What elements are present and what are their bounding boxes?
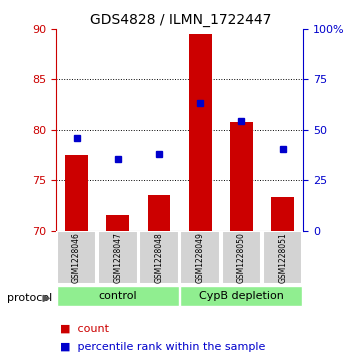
Bar (180, 231, 220, 285)
Bar (148, 195, 170, 231)
Text: GSM1228046: GSM1228046 (72, 232, 81, 283)
Text: control: control (99, 291, 137, 301)
Text: GSM1228047: GSM1228047 (113, 232, 122, 283)
Bar (106, 215, 129, 231)
Text: GDS4828 / ILMN_1722447: GDS4828 / ILMN_1722447 (90, 13, 271, 27)
Text: GSM1228049: GSM1228049 (196, 232, 205, 283)
Bar (57, 286, 179, 306)
Bar (98, 231, 138, 285)
Text: GSM1228048: GSM1228048 (155, 232, 164, 283)
Bar (222, 231, 261, 285)
Text: ■  count: ■ count (60, 323, 109, 334)
Bar (180, 286, 303, 306)
Bar (65, 155, 88, 231)
Bar (271, 197, 294, 231)
Bar (139, 231, 179, 285)
Bar (57, 231, 96, 285)
Text: ■  percentile rank within the sample: ■ percentile rank within the sample (60, 342, 265, 352)
Text: CypB depletion: CypB depletion (199, 291, 284, 301)
Bar (189, 34, 212, 231)
Text: GSM1228051: GSM1228051 (278, 232, 287, 283)
Bar (263, 231, 303, 285)
Text: protocol: protocol (7, 293, 52, 303)
Bar (230, 122, 253, 231)
Text: GSM1228050: GSM1228050 (237, 232, 246, 283)
